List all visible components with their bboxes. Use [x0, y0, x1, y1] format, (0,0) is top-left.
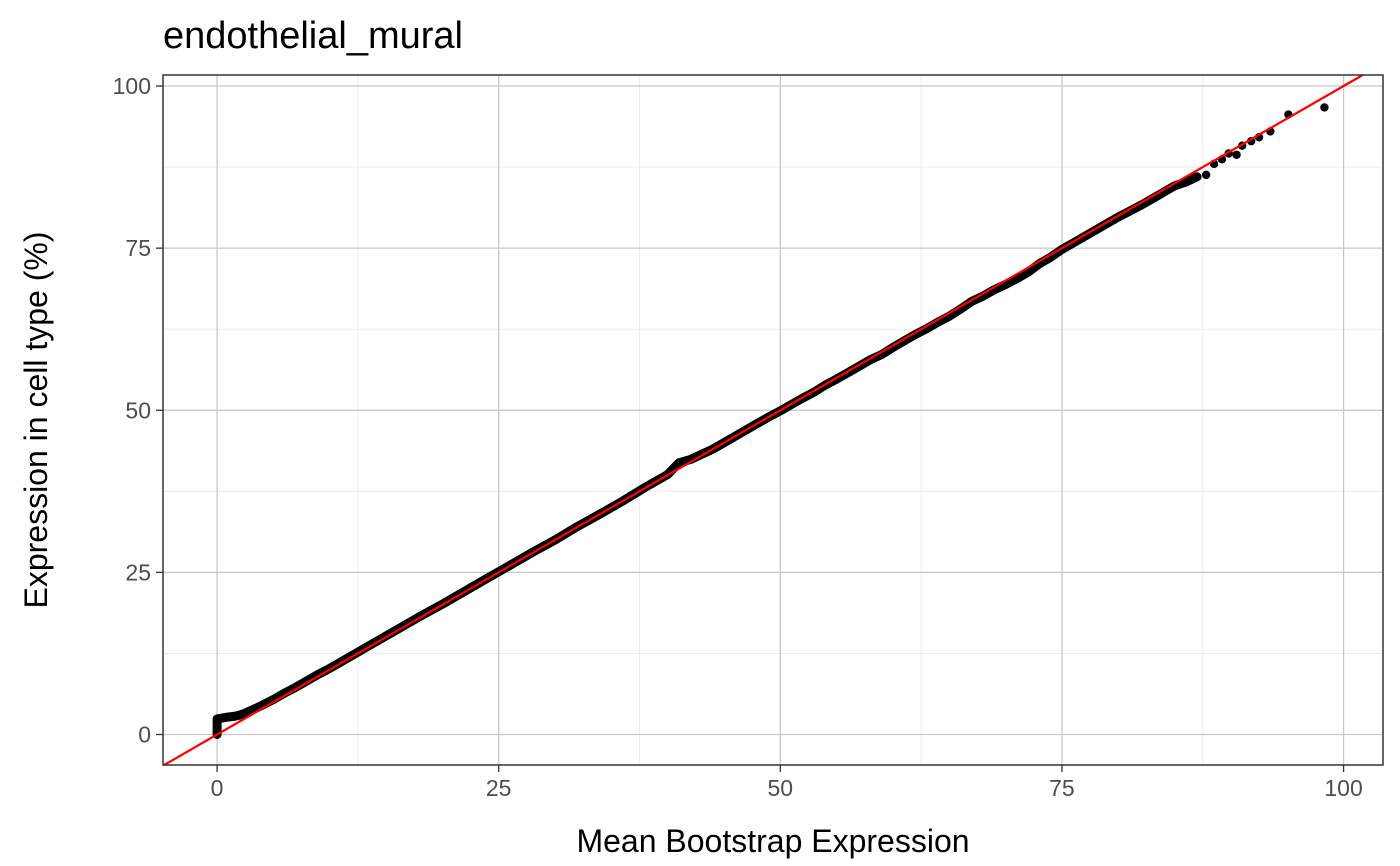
panel-border	[162, 74, 1384, 766]
reference-line-group	[163, 74, 1364, 766]
y-tick-label: 100	[113, 73, 151, 99]
chart-title: endothelial_mural	[163, 15, 463, 57]
x-tick-label: 75	[1049, 775, 1075, 801]
identity-reference-line	[163, 74, 1364, 766]
grid-minor-lines	[163, 75, 1383, 765]
y-axis-ticks: 0 25 50 75 100	[113, 73, 163, 748]
x-tick-label: 50	[768, 775, 794, 801]
x-tick-label: 100	[1324, 775, 1362, 801]
data-point	[1181, 177, 1191, 187]
x-axis-label: Mean Bootstrap Expression	[576, 823, 969, 859]
grid-major-lines	[163, 75, 1383, 765]
y-tick-label: 50	[125, 397, 151, 423]
data-points	[212, 103, 1329, 739]
x-axis-ticks: 0 25 50 75 100	[211, 765, 1363, 801]
x-tick-label: 0	[211, 775, 224, 801]
data-point	[1320, 103, 1329, 112]
data-point	[674, 458, 684, 468]
data-point	[1192, 172, 1202, 182]
data-point	[1232, 150, 1241, 159]
y-tick-label: 0	[138, 722, 151, 748]
y-axis-label: Expression in cell type (%)	[18, 231, 54, 608]
y-tick-label: 75	[125, 235, 151, 261]
x-tick-label: 25	[486, 775, 512, 801]
y-tick-label: 25	[125, 559, 151, 585]
data-point	[1201, 170, 1211, 180]
